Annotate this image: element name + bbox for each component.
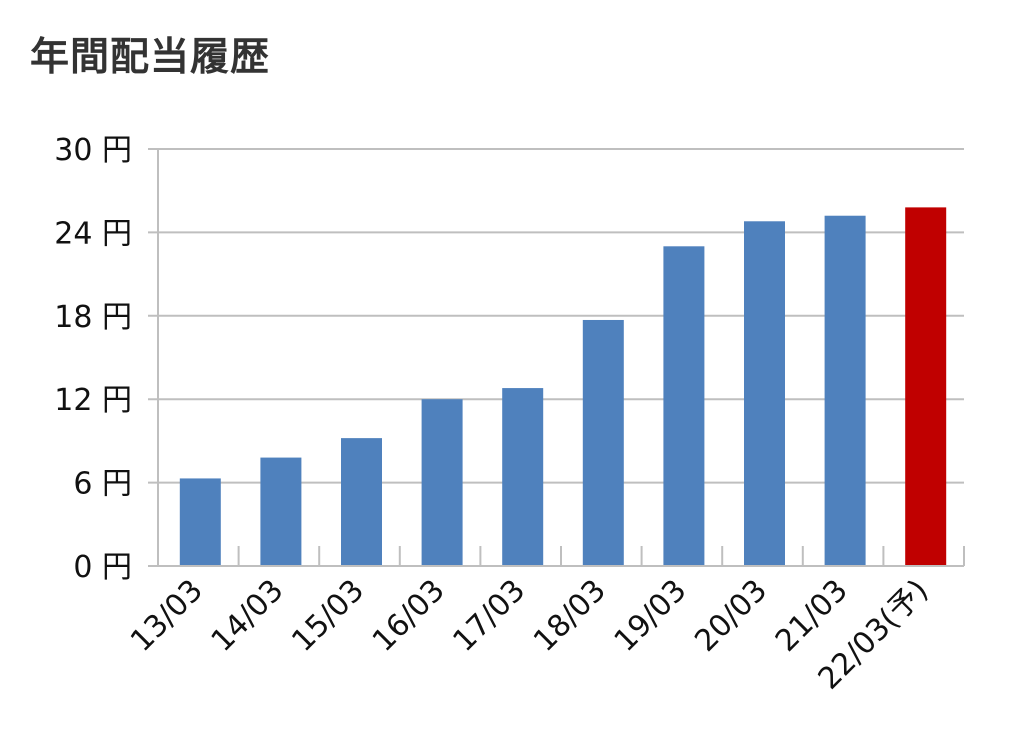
x-tick-label: 20/03: [688, 573, 774, 659]
x-tick-label: 13/03: [124, 573, 210, 659]
bar: [260, 457, 302, 566]
x-tick-label: 17/03: [446, 573, 532, 659]
x-tick-label: 15/03: [285, 573, 371, 659]
bar: [824, 215, 866, 566]
bar: [582, 319, 624, 566]
y-tick-label: 6 円: [73, 467, 132, 502]
y-axis-tick-labels: 0 円 6 円 12 円 18 円 24 円 30 円: [54, 133, 132, 585]
bar: [663, 246, 705, 567]
bar: [179, 478, 221, 566]
x-axis: [157, 149, 965, 567]
bar: [744, 221, 785, 566]
y-tick-label: 30 円: [54, 133, 132, 168]
x-axis-tick-labels: 13/0314/0315/0316/0317/0318/0319/0320/03…: [124, 573, 935, 697]
x-tick-label: 18/03: [527, 573, 613, 659]
x-tick-label: 14/03: [205, 573, 291, 659]
y-tick-label: 12 円: [54, 383, 132, 418]
x-tick-label: 19/03: [608, 573, 694, 659]
x-tick-label: 16/03: [366, 573, 452, 659]
y-tick-label: 24 円: [54, 216, 132, 251]
chart-title: 年間配当履歴: [30, 35, 271, 80]
bar-forecast: [905, 207, 947, 566]
bar: [502, 388, 544, 566]
bar: [421, 399, 463, 566]
bar: [341, 438, 382, 566]
y-tick-label: 0 円: [73, 550, 132, 585]
bars: [179, 207, 947, 567]
y-tick-label: 18 円: [54, 300, 132, 335]
